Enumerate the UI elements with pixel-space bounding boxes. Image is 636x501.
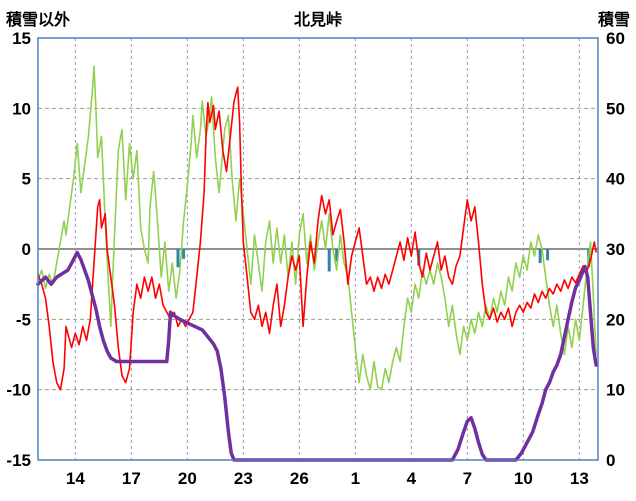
x-tick-label: 14 xyxy=(66,469,85,488)
x-tick-label: 26 xyxy=(290,469,309,488)
x-tick-label: 23 xyxy=(234,469,253,488)
chart-title: 北見峠 xyxy=(293,12,342,29)
right-tick-label: 20 xyxy=(606,310,625,329)
left-tick-label: -15 xyxy=(6,451,31,470)
left-axis-title: 積雪以外 xyxy=(6,12,71,29)
left-tick-label: 15 xyxy=(12,29,31,48)
left-tick-label: 5 xyxy=(22,170,31,189)
series-red-line xyxy=(37,86,597,391)
left-tick-label: -10 xyxy=(6,381,31,400)
x-tick-label: 20 xyxy=(178,469,197,488)
left-tick-label: -5 xyxy=(16,310,31,329)
left-tick-label: 0 xyxy=(22,240,31,259)
x-tick-label: 10 xyxy=(514,469,533,488)
x-tick-label: 17 xyxy=(122,469,141,488)
x-tick-label: 4 xyxy=(407,469,417,488)
right-tick-label: 0 xyxy=(606,451,615,470)
x-tick-label: 1 xyxy=(351,469,360,488)
left-tick-label: 10 xyxy=(12,99,31,118)
x-tick-label: 13 xyxy=(570,469,589,488)
plot-border xyxy=(37,37,599,461)
right-axis-title: 積雪 xyxy=(597,12,630,29)
x-tick-label: 7 xyxy=(463,469,472,488)
right-tick-label: 10 xyxy=(606,381,625,400)
right-tick-label: 30 xyxy=(606,240,625,259)
series-green-line xyxy=(37,65,597,391)
right-tick-label: 40 xyxy=(606,170,625,189)
right-tick-label: 50 xyxy=(606,99,625,118)
right-tick-label: 60 xyxy=(606,29,625,48)
